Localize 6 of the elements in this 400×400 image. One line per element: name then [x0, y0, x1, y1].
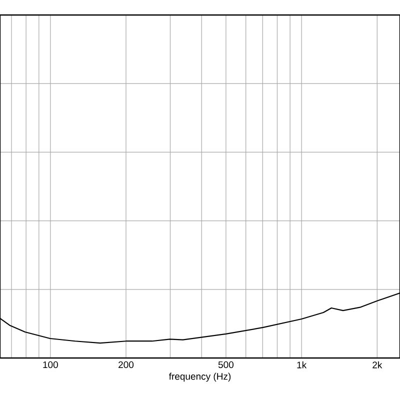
x-tick-label: 500: [218, 361, 234, 368]
x-tick-label: 100: [43, 361, 58, 368]
x-tick-label: 2k: [372, 361, 382, 368]
x-tick-label: 1k: [297, 361, 307, 368]
x-axis-title: frequency (Hz): [169, 372, 231, 382]
x-tick-label: 200: [118, 361, 134, 368]
